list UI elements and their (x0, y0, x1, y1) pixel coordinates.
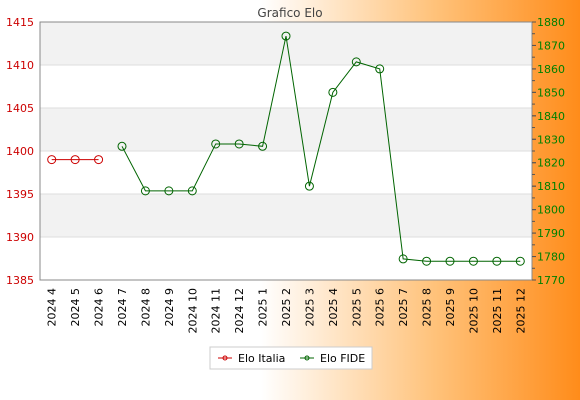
y-left-tick-label: 1400 (6, 145, 34, 158)
x-tick-label: 2025 8 (421, 288, 434, 327)
elo-fide-point (445, 256, 455, 266)
x-tick-label: 2025 2 (280, 288, 293, 327)
y-right-tick-label: 1840 (537, 110, 565, 123)
elo-fide-point (468, 256, 478, 266)
y-right-tick-label: 1810 (537, 180, 565, 193)
x-tick-label: 2024 10 (186, 288, 199, 334)
elo-fide-point (492, 256, 502, 266)
y-right-tick-label: 1860 (537, 63, 565, 76)
elo-fide-point (375, 64, 385, 74)
y-right-tick-label: 1790 (537, 227, 565, 240)
legend-label-elo-italia: Elo Italia (238, 352, 285, 365)
y-right-tick-label: 1830 (537, 133, 565, 146)
elo-fide-point (234, 139, 244, 149)
elo-italia-point (70, 155, 80, 165)
elo-italia-point (94, 155, 104, 165)
elo-fide-point (187, 186, 197, 196)
x-tick-label: 2024 8 (139, 288, 152, 327)
y-left-tick-label: 1395 (6, 188, 34, 201)
elo-fide-point (140, 186, 150, 196)
chart-title: Grafico Elo (257, 6, 322, 20)
x-tick-label: 2024 12 (233, 288, 246, 334)
y-right-tick-label: 1770 (537, 274, 565, 287)
y-right-tick-label: 1880 (537, 16, 565, 29)
x-tick-label: 2025 6 (374, 288, 387, 327)
x-tick-label: 2025 9 (444, 288, 457, 327)
x-tick-label: 2024 7 (116, 288, 129, 327)
y-left-tick-label: 1415 (6, 16, 34, 29)
x-tick-label: 2024 6 (93, 288, 106, 327)
y-right-tick-label: 1800 (537, 204, 565, 217)
x-tick-label: 2025 10 (467, 288, 480, 334)
plot-band (40, 22, 532, 65)
legend-marker-elo-fide (304, 355, 310, 361)
elo-fide-point (515, 256, 525, 266)
elo-fide-point (351, 57, 361, 67)
elo-fide-point (258, 141, 268, 151)
x-tick-label: 2025 11 (491, 288, 504, 334)
y-right-tick-label: 1850 (537, 86, 565, 99)
x-tick-label: 2025 12 (514, 288, 527, 334)
plot-band (40, 194, 532, 237)
y-right-tick-label: 1820 (537, 157, 565, 170)
elo-fide-point (281, 31, 291, 41)
elo-fide-point (164, 186, 174, 196)
plot-band (40, 108, 532, 151)
legend-marker-elo-italia (222, 355, 228, 361)
elo-fide-point (422, 256, 432, 266)
x-tick-label: 2024 11 (210, 288, 223, 334)
y-right-tick-label: 1870 (537, 39, 565, 52)
elo-fide-point (304, 181, 314, 191)
elo-fide-point (211, 139, 221, 149)
y-left-tick-label: 1405 (6, 102, 34, 115)
x-tick-label: 2025 3 (303, 288, 316, 327)
y-left-tick-label: 1410 (6, 59, 34, 72)
x-tick-label: 2024 9 (163, 288, 176, 327)
legend-box (209, 346, 373, 370)
y-left-tick-label: 1390 (6, 231, 34, 244)
elo-fide-point (328, 87, 338, 97)
y-right-tick-label: 1780 (537, 251, 565, 264)
y-left-tick-label: 1385 (6, 274, 34, 287)
x-tick-label: 2025 4 (327, 288, 340, 327)
legend-label-elo-fide: Elo FIDE (320, 352, 365, 365)
x-tick-label: 2025 1 (257, 288, 270, 327)
elo-italia-point (47, 155, 57, 165)
x-tick-label: 2024 4 (46, 288, 59, 327)
elo-fide-point (117, 141, 127, 151)
x-tick-label: 2025 7 (397, 288, 410, 327)
x-tick-label: 2025 5 (350, 288, 363, 327)
elo-fide-point (398, 254, 408, 264)
x-tick-label: 2024 5 (69, 288, 82, 327)
